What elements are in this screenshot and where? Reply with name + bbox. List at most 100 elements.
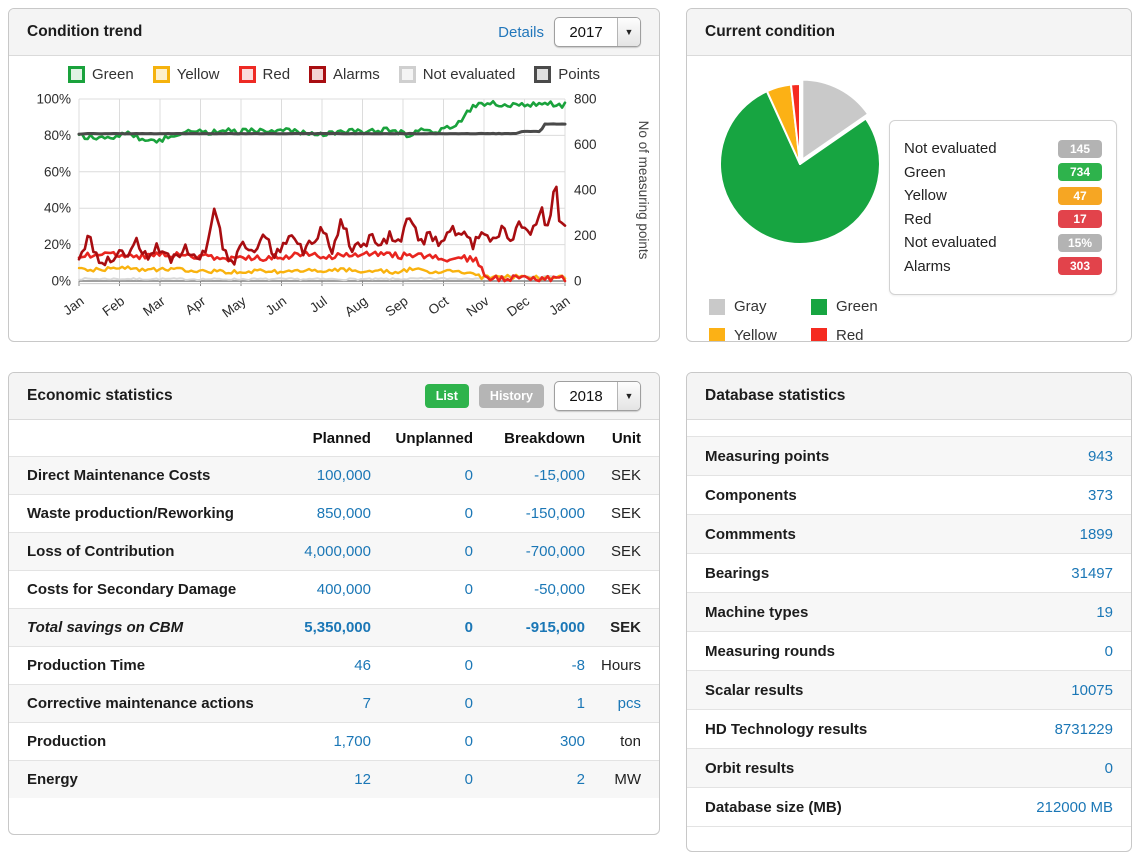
column-header-planned: Planned [274,420,379,457]
db-stat-value: 212000 MB [1036,799,1113,816]
unit-value: SEK [593,495,659,533]
legend-swatch [709,328,725,343]
row-label: Corrective maintenance actions [9,685,274,723]
svg-text:600: 600 [574,137,597,152]
stat-label: Not evaluated [904,140,997,157]
stat-row: Red17 [904,208,1102,232]
year-select-value: 2017 [555,24,617,41]
legend-item-alarms: Alarms [309,66,380,83]
breakdown-value: -8 [481,647,593,685]
planned-value: 1,700 [274,723,379,761]
planned-value: 100,000 [274,457,379,495]
db-stat-label: Components [705,487,797,504]
svg-text:May: May [219,293,249,320]
condition-trend-chart: 0%20%40%60%80%100%0200400600800No of mea… [13,85,659,342]
current-condition-panel: Current condition GrayGreenYellowRed Not… [686,8,1132,342]
planned-value: 46 [274,647,379,685]
svg-text:80%: 80% [44,128,71,143]
unplanned-value: 0 [379,457,481,495]
table-row: Production Time460-8Hours [9,647,659,685]
economic-statistics-panel: Economic statistics List History 2018 ▼ … [8,372,660,835]
svg-text:Jul: Jul [307,293,330,315]
list-item: Bearings31497 [687,553,1131,592]
svg-text:60%: 60% [44,164,71,179]
row-label: Costs for Secondary Damage [9,571,274,609]
table-row: Total savings on CBM5,350,0000-915,000SE… [9,609,659,647]
legend-swatch [309,66,326,83]
unit-value[interactable]: pcs [593,685,659,723]
status-badge: 47 [1058,187,1102,205]
pie-legend-item-gray: Gray [709,298,811,315]
legend-swatch [399,66,416,83]
unplanned-value: 0 [379,495,481,533]
legend-item-yellow: Yellow [153,66,220,83]
column-header-breakdown: Breakdown [481,420,593,457]
row-label: Energy [9,761,274,799]
current-condition-body: GrayGreenYellowRed Not evaluated145Green… [687,56,1131,342]
database-statistics-panel: Database statistics Measuring points 943 C… [686,372,1132,852]
pie-legend-item-red: Red [811,327,878,342]
table-row: Costs for Secondary Damage400,0000-50,00… [9,571,659,609]
db-stat-value: 943 [1088,448,1113,465]
breakdown-value: 1 [481,685,593,723]
list-item: Orbit results0 [687,748,1131,787]
row-label: Total savings on CBM [9,609,274,647]
table-row: Production1,7000300ton [9,723,659,761]
column-header-unit: Unit [593,420,659,457]
db-stat-label: Machine types [705,604,808,621]
row-label: Waste production/Reworking [9,495,274,533]
year-select-value: 2018 [555,388,617,405]
legend-swatch [239,66,256,83]
unit-value: ton [593,723,659,761]
unplanned-value: 0 [379,647,481,685]
unit-value: Hours [593,647,659,685]
list-item: Scalar results 10075 [687,670,1131,709]
legend-label: Red [263,66,291,83]
history-button[interactable]: History [479,384,544,408]
economic-table-header-row: Planned Unplanned Breakdown Unit [9,420,659,457]
legend-label: Red [836,327,864,342]
planned-value: 400,000 [274,571,379,609]
db-stat-label: Scalar results [705,682,803,699]
svg-text:Jan: Jan [60,293,86,318]
list-button[interactable]: List [425,384,469,408]
svg-text:20%: 20% [44,237,71,252]
year-select[interactable]: 2017 ▼ [554,17,641,47]
stat-row: Not evaluated145 [904,137,1102,161]
db-stat-value: 0 [1105,643,1113,660]
svg-text:100%: 100% [36,92,71,107]
table-row: Energy1202MW [9,761,659,799]
row-label: Production [9,723,274,761]
svg-text:Mar: Mar [140,293,168,319]
unplanned-value: 0 [379,571,481,609]
row-label: Loss of Contribution [9,533,274,571]
svg-text:400: 400 [574,183,597,198]
details-link[interactable]: Details [498,24,544,41]
breakdown-value: -50,000 [481,571,593,609]
db-stat-value: 10075 [1071,682,1113,699]
list-item: Components373 [687,475,1131,514]
stat-row: Alarms303 [904,255,1102,279]
chevron-down-icon: ▼ [617,382,640,410]
breakdown-value: -915,000 [481,609,593,647]
pie-legend-item-yellow: Yellow [709,327,811,342]
row-label: Direct Maintenance Costs [9,457,274,495]
column-header [9,420,274,457]
legend-label: Alarms [333,66,380,83]
legend-label: Not evaluated [423,66,516,83]
list-item: Commments1899 [687,514,1131,553]
svg-text:Jun: Jun [263,293,289,318]
breakdown-value: -150,000 [481,495,593,533]
stat-row: Yellow47 [904,184,1102,208]
db-stat-value: 0 [1105,760,1113,777]
db-stat-label: Measuring points [705,448,829,465]
year-select[interactable]: 2018 ▼ [554,381,641,411]
panel-title: Condition trend [27,23,142,41]
unplanned-value: 0 [379,609,481,647]
legend-swatch [534,66,551,83]
legend-swatch [811,328,827,343]
db-stat-label: Commments [705,526,796,543]
panel-title: Database statistics [705,387,845,405]
unplanned-value: 0 [379,533,481,571]
unit-value: SEK [593,571,659,609]
